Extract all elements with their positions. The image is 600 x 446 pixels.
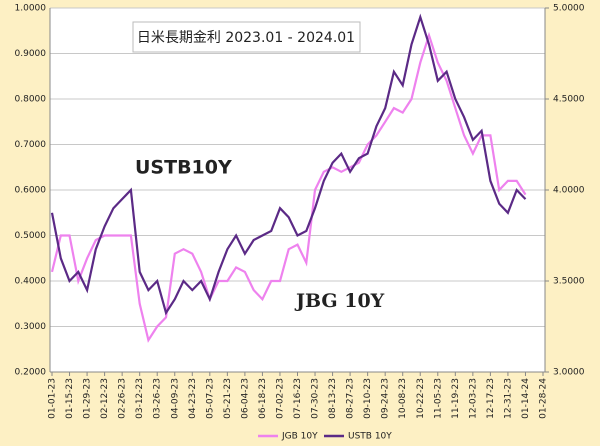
- series-line: [50, 31, 527, 343]
- x-tick-label: 01-01-23: [48, 378, 58, 419]
- x-tick-label: 11-05-23: [433, 378, 443, 419]
- x-tick-label: 06-04-23: [240, 378, 250, 419]
- y2-tick-label: 3.5000: [553, 277, 585, 287]
- y-tick-label: 0.4000: [15, 277, 47, 287]
- x-tick-label: 08-13-23: [328, 378, 338, 419]
- x-tick-label: 02-12-23: [100, 378, 110, 419]
- x-tick-label: 02-26-23: [118, 378, 128, 419]
- x-tick-label: 07-30-23: [311, 378, 321, 419]
- legend-label: USTB 10Y: [348, 432, 392, 442]
- x-tick-label: 07-02-23: [275, 378, 285, 419]
- x-tick-label: 04-09-23: [170, 378, 180, 419]
- x-tick-label: 01-28-24: [539, 378, 549, 419]
- y-tick-label: 0.2000: [15, 368, 47, 378]
- x-tick-label: 07-16-23: [293, 378, 303, 419]
- x-tick-label: 01-29-23: [83, 378, 93, 419]
- title-box: [132, 21, 361, 53]
- y-tick-label: 0.5000: [15, 231, 47, 241]
- y2-tick-label: 4.0000: [553, 186, 585, 196]
- y-tick-label: 1.0000: [15, 4, 47, 14]
- x-tick-label: 12-17-23: [486, 378, 496, 419]
- legend-label: JGB 10Y: [281, 432, 318, 442]
- y-tick-label: 0.6000: [15, 186, 47, 196]
- x-tick-label: 05-07-23: [205, 378, 215, 419]
- y2-tick-label: 3.0000: [553, 368, 585, 378]
- y-tick-label: 0.8000: [15, 95, 47, 105]
- x-tick-label: 12-03-23: [468, 378, 478, 419]
- x-tick-label: 03-12-23: [135, 378, 145, 419]
- y-tick-label: 0.7000: [15, 140, 47, 150]
- series-line: [50, 13, 527, 316]
- x-tick-label: 09-24-23: [381, 378, 391, 419]
- x-tick-label: 01-14-24: [521, 378, 531, 419]
- x-tick-label: 04-23-23: [188, 378, 198, 419]
- x-tick-label: 10-22-23: [416, 378, 426, 419]
- chart-title: 日米長期金利 2023.01 - 2024.01: [137, 30, 355, 46]
- annotation: USTB10Y: [135, 157, 232, 179]
- x-tick-label: 12-31-23: [503, 378, 513, 419]
- x-tick-label: 11-19-23: [451, 378, 461, 419]
- x-tick-label: 03-26-23: [153, 378, 163, 419]
- x-tick-label: 10-08-23: [398, 378, 408, 419]
- x-tick-label: 06-18-23: [258, 378, 268, 419]
- x-tick-label: 09-10-23: [363, 378, 373, 419]
- x-tick-label: 05-21-23: [223, 378, 233, 419]
- x-tick-label: 01-15-23: [65, 378, 75, 419]
- y2-tick-label: 5.0000: [553, 4, 585, 14]
- annotation: JBG 10Y: [294, 290, 385, 312]
- y-tick-label: 0.3000: [15, 322, 47, 332]
- y-tick-label: 0.9000: [15, 49, 47, 59]
- y2-tick-label: 4.5000: [553, 95, 585, 105]
- x-tick-label: 08-27-23: [346, 378, 356, 419]
